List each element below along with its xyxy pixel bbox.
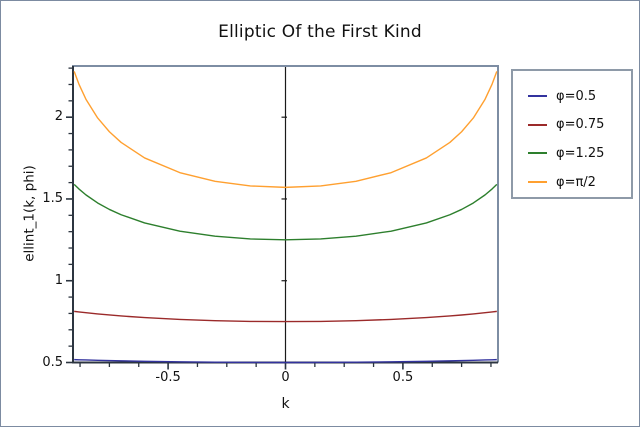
y-tick-label: 1.5 bbox=[42, 190, 63, 206]
legend-entry-3: φ=π/2 bbox=[513, 168, 631, 197]
legend-swatch-icon bbox=[528, 123, 547, 126]
x-tick-label: 0 bbox=[281, 370, 290, 385]
legend-entry-1: φ=0.75 bbox=[513, 111, 631, 140]
x-tick-label: 0.5 bbox=[392, 370, 414, 385]
series-curve-1 bbox=[74, 310, 497, 323]
legend-label: φ=0.5 bbox=[556, 88, 597, 104]
legend-label: φ=π/2 bbox=[556, 174, 596, 190]
legend-entry-2: φ=1.25 bbox=[513, 139, 631, 168]
legend-label: φ=0.75 bbox=[556, 117, 605, 133]
y-axis-label: ellint_1(k, phi) bbox=[21, 165, 38, 262]
x-tick-label: -0.5 bbox=[155, 370, 181, 385]
y-tick-label: 2 bbox=[54, 109, 63, 125]
series-curve-3 bbox=[73, 71, 498, 189]
y-tick-label: 1 bbox=[54, 272, 63, 288]
series-curve-2 bbox=[73, 183, 498, 241]
series-curve-0 bbox=[74, 358, 497, 364]
legend-label: φ=1.25 bbox=[556, 145, 605, 161]
legend-entry-0: φ=0.5 bbox=[513, 82, 631, 111]
chart-title: Elliptic Of the First Kind bbox=[218, 22, 422, 42]
legend-swatch-icon bbox=[528, 95, 547, 98]
y-tick-label: 0.5 bbox=[42, 354, 63, 370]
legend: φ=0.5 φ=0.75 φ=1.25 φ=π/2 bbox=[511, 69, 633, 199]
legend-swatch-icon bbox=[528, 152, 547, 155]
legend-swatch-icon bbox=[528, 181, 547, 184]
x-axis-label: k bbox=[281, 396, 290, 412]
